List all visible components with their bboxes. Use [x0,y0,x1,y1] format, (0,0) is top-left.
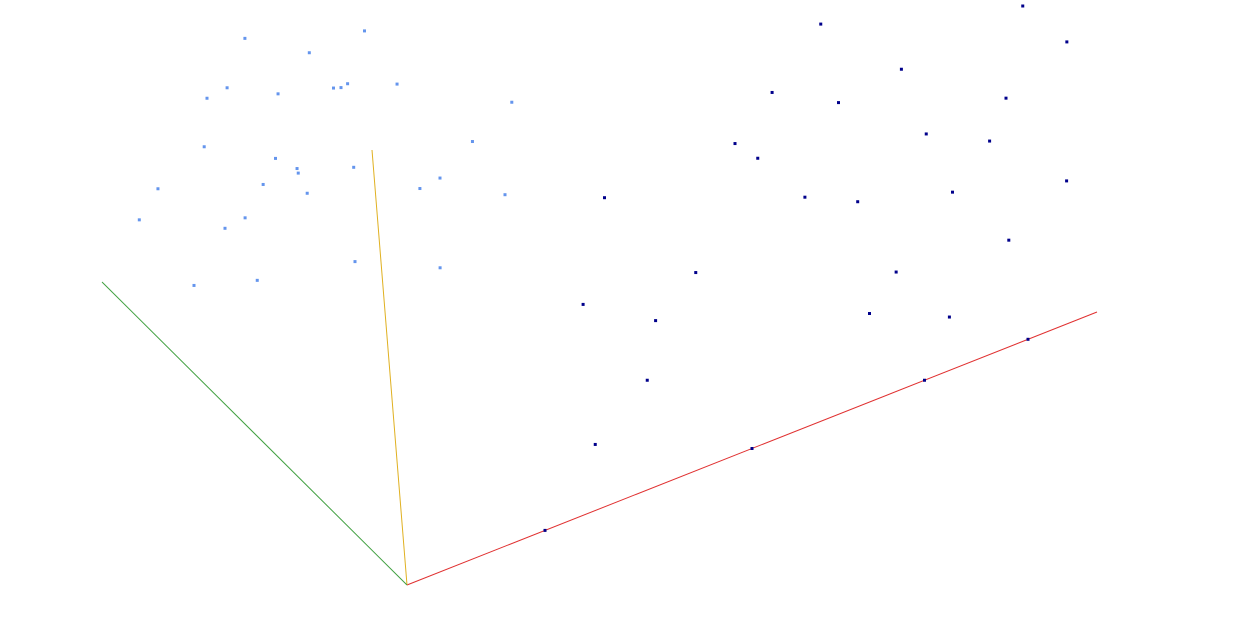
y-axis [371,149,408,586]
point [894,270,898,274]
point [261,182,265,186]
point [438,176,442,180]
point [770,90,774,94]
point [988,139,992,143]
point [418,187,422,191]
point [503,193,507,197]
point [225,86,229,90]
z-axis [101,281,408,586]
point [305,191,309,195]
point [803,195,807,199]
point [856,200,860,204]
point [202,145,206,149]
point [243,36,247,40]
point [694,271,698,275]
point [837,101,840,105]
point [756,156,760,160]
point [947,315,951,319]
point [603,196,606,200]
point [353,260,357,264]
point [1065,179,1069,183]
point [156,187,160,191]
point [1021,4,1025,8]
point [137,218,141,222]
point [951,190,954,194]
point [346,82,350,86]
point [192,283,196,287]
point [543,528,547,532]
point [1007,238,1011,242]
point [470,140,474,144]
point [223,226,227,230]
point [339,86,343,90]
point [923,378,926,382]
point [733,142,737,146]
point [581,302,585,306]
point [352,165,356,169]
point [274,156,277,160]
point [1065,40,1069,44]
point [395,82,399,86]
point [593,442,597,446]
point [1026,337,1030,341]
point [1004,96,1008,100]
point [510,100,514,104]
point [750,447,754,450]
point [868,312,871,315]
point [295,167,299,171]
point [243,216,247,220]
point [924,132,928,136]
point [255,278,259,282]
point [363,29,366,33]
point [307,51,311,55]
point [205,96,209,100]
point [296,171,300,175]
point [654,319,658,323]
point [332,86,335,90]
point [645,378,649,382]
point [819,22,823,26]
point [899,67,903,71]
point [438,266,442,270]
point [276,92,280,96]
